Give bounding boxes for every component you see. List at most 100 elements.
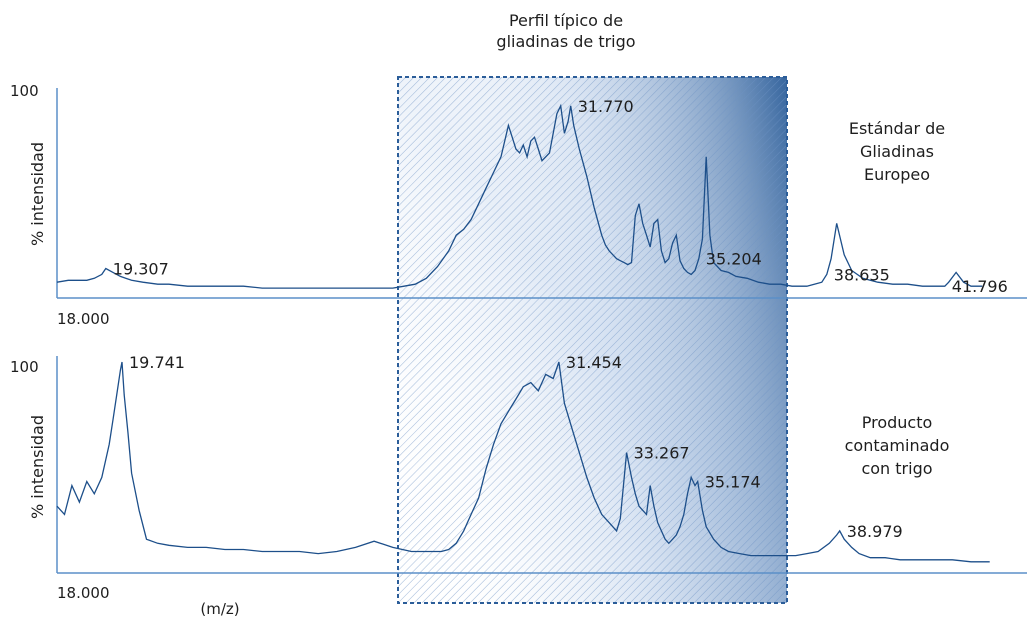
series-title-contaminated-line-3: con trigo: [861, 459, 932, 478]
peak-labels-contaminated: 19.741 31.454 33.267 35.174 38.979: [129, 353, 903, 541]
hatch-line: [398, 77, 639, 321]
hatch-line: [398, 77, 487, 167]
hatch-line: [0, 77, 318, 603]
hatch-line: [0, 77, 326, 603]
hatch-line: [398, 77, 439, 118]
hatch-line: [0, 77, 334, 603]
peak-label: 41.796: [952, 277, 1008, 296]
hatch-line: [398, 87, 787, 483]
hatch-line: [398, 152, 787, 547]
series-title-contaminated-line-1: Producto: [862, 413, 933, 432]
hatch-line: [398, 77, 527, 207]
hatch-line: [677, 492, 787, 603]
peak-label: 35.174: [705, 473, 761, 492]
hatch-line: [398, 168, 787, 563]
hatch-line: [485, 298, 787, 603]
x-start-label-bottom: 18.000: [57, 584, 110, 602]
hatch-line: [557, 370, 787, 603]
panel-contaminated: 100 % intensidad 18.000 (m/z) 19.741 31.4…: [10, 353, 1027, 618]
hatch-line: [398, 77, 767, 450]
hatch-line: [398, 77, 695, 377]
hatch-line: [549, 362, 787, 603]
hatch-line: [398, 103, 787, 499]
hatch-line: [0, 77, 390, 603]
hatch-line: [469, 281, 787, 603]
peak-label: 19.741: [129, 353, 185, 372]
hatch-line: [0, 77, 374, 603]
hatch-line: [517, 330, 787, 603]
hatch-line: [398, 77, 407, 86]
hatch-line: [398, 77, 399, 78]
hatch-line: [421, 233, 787, 603]
hatch-line: [398, 77, 759, 442]
hatch-line: [398, 77, 679, 361]
hatch-line: [605, 419, 787, 603]
hatch-line: [398, 77, 703, 385]
hatch-line: [398, 77, 743, 426]
hatch-line: [637, 451, 787, 603]
peak-label: 31.454: [566, 353, 622, 372]
hatch-line: [573, 387, 787, 603]
hatch-line: [398, 77, 663, 345]
hatch-line: [398, 200, 787, 596]
series-title-contaminated-line-2: contaminado: [845, 436, 950, 455]
hatch-line: [461, 273, 787, 603]
hatch-line: [477, 290, 787, 603]
hatch-line: [398, 77, 559, 240]
hatch-line: [413, 225, 787, 603]
hatch-line: [629, 443, 787, 603]
hatch-line: [0, 77, 366, 603]
hatch-line: [398, 77, 431, 110]
hatch-line: [398, 77, 535, 215]
peak-label: 33.267: [634, 444, 690, 463]
peak-label: 35.204: [706, 250, 762, 269]
hatch-line: [398, 77, 727, 410]
hatch-line: [445, 257, 787, 603]
hatch-line: [398, 77, 735, 418]
hatch-line: [398, 128, 787, 523]
hatch-line: [398, 77, 583, 264]
spectrum-trace-contaminated: [56, 361, 990, 563]
panel-standard: 100 % intensidad 18.000 19.307 31.770 35.2…: [10, 82, 1027, 328]
hatch-line: [693, 508, 787, 603]
hatch-line: [661, 476, 787, 603]
peak-labels-standard: 19.307 31.770 35.204 38.635 41.796: [113, 97, 1008, 296]
hatch-line: [398, 144, 787, 539]
hatch-line: [398, 77, 511, 191]
region-border: [397, 76, 788, 604]
hatch-line: [398, 79, 787, 474]
hatch-line: [398, 176, 787, 572]
hatch-line: [398, 77, 575, 256]
region-title-line-2: gliadinas de trigo: [496, 32, 635, 51]
hatch-line: [653, 468, 787, 603]
y-axis-label-top: % intensidad: [28, 142, 47, 246]
hatch-line: [0, 77, 342, 603]
hatch-line: [398, 77, 631, 313]
hatch-line: [589, 403, 787, 603]
hatch-line: [685, 500, 787, 603]
hatch-line: [613, 427, 787, 603]
hatch-line: [398, 95, 787, 491]
hatch-line: [398, 77, 711, 394]
y-tick-100-bottom: 100: [10, 358, 39, 376]
hatch-line: [541, 354, 787, 603]
hatch-line: [398, 136, 787, 531]
hatch-line: [645, 459, 787, 603]
hatch-line: [398, 77, 543, 224]
hatch-line: [501, 314, 787, 603]
hatch-line: [398, 77, 415, 94]
hatch-line: [398, 77, 599, 280]
hatch-line: [509, 322, 787, 603]
spectrum-trace-standard: [56, 103, 983, 289]
hatch-line: [453, 265, 787, 603]
hatch-line: [405, 217, 787, 603]
hatch-line: [398, 77, 655, 337]
hatch-line: [398, 192, 787, 588]
hatch-line: [0, 77, 350, 603]
hatch-line: [621, 435, 787, 603]
hatch-line: [398, 77, 775, 458]
series-title-standard-line-1: Estándar de: [849, 119, 945, 138]
hatch-line: [398, 77, 687, 369]
hatch-line: [398, 77, 607, 288]
